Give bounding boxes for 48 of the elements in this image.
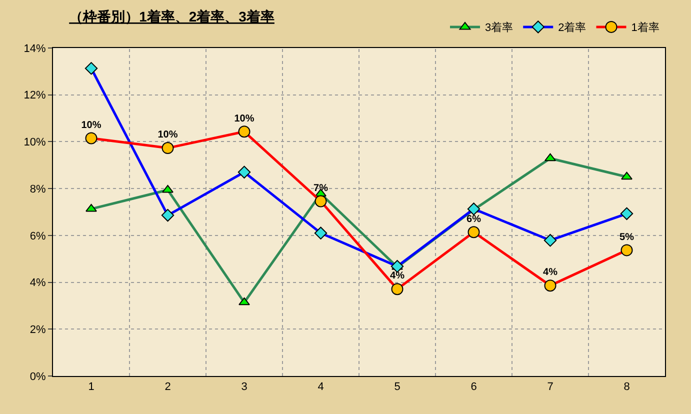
y-tick-label: 10% — [24, 136, 46, 149]
point — [162, 142, 174, 154]
point — [162, 184, 174, 193]
x-tick-label: 7 — [547, 381, 554, 394]
point — [238, 126, 250, 138]
legend-label: 3着率 — [485, 21, 514, 34]
legend-label: 1着率 — [631, 21, 660, 34]
point — [544, 234, 557, 247]
point — [544, 153, 556, 162]
x-tick-label: 5 — [394, 381, 400, 394]
chart-title: （枠番別）1着率、2着率、3着率 — [69, 8, 274, 24]
data-label: 4% — [543, 267, 558, 278]
point — [467, 202, 480, 216]
point — [544, 280, 556, 292]
data-label: 4% — [390, 270, 405, 282]
y-tick-label: 2% — [30, 324, 46, 336]
point — [238, 297, 250, 306]
x-tick-label: 3 — [241, 381, 248, 394]
x-tick-label: 8 — [624, 381, 630, 394]
x-tick-label: 2 — [164, 381, 171, 394]
point — [161, 208, 174, 222]
y-tick-label: 4% — [30, 277, 46, 290]
point — [620, 244, 633, 256]
data-label: 6% — [466, 214, 482, 225]
data-label: 5% — [620, 232, 634, 243]
point — [314, 226, 328, 240]
point — [621, 172, 632, 180]
point — [238, 166, 251, 179]
point — [468, 226, 480, 238]
point — [314, 195, 327, 208]
y-tick-label: 12% — [24, 90, 46, 102]
y-tick-label: 8% — [30, 183, 46, 196]
point — [620, 207, 634, 220]
y-tick-label: 14% — [24, 42, 46, 55]
point — [84, 62, 98, 75]
x-tick-label: 6 — [470, 381, 477, 394]
point — [86, 204, 97, 212]
data-label: 10% — [81, 120, 102, 131]
y-tick-label: 0% — [30, 370, 46, 383]
point — [85, 132, 98, 144]
x-tick-label: 4 — [318, 381, 324, 394]
data-label: 10% — [234, 113, 254, 124]
x-tick-label: 1 — [88, 381, 94, 394]
point — [391, 283, 404, 296]
y-tick-label: 6% — [30, 230, 46, 242]
legend-label: 2着率 — [558, 21, 586, 34]
data-label: 10% — [158, 130, 178, 141]
data-label: 7% — [314, 182, 328, 194]
